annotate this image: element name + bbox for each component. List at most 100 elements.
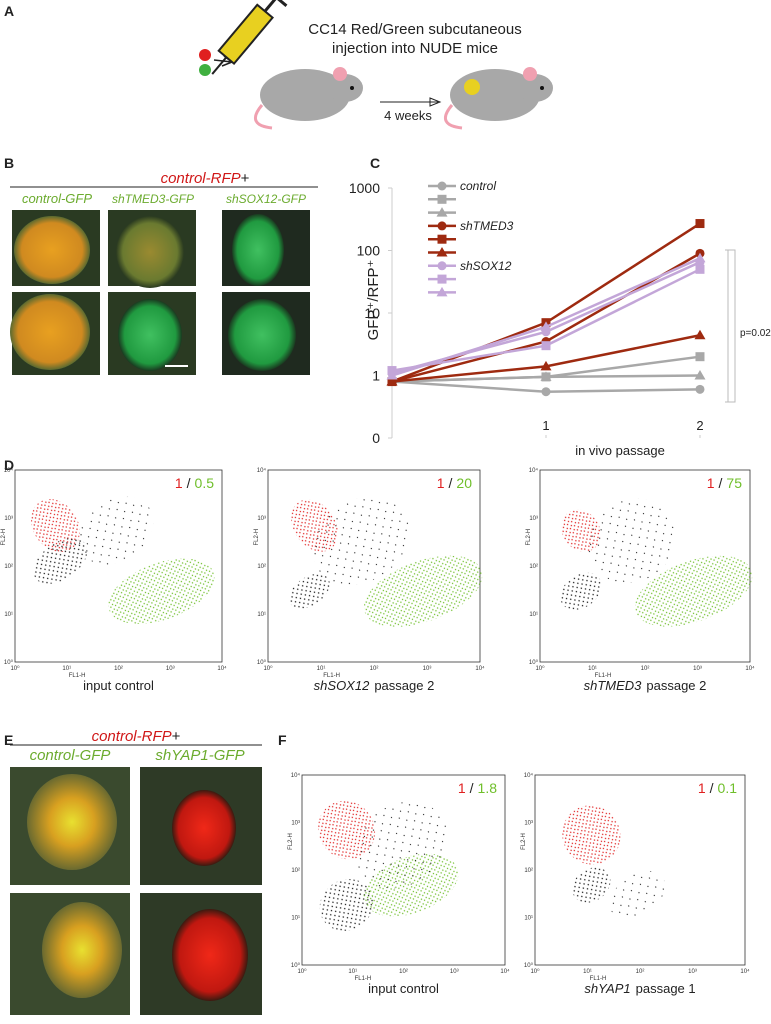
panel-label: A bbox=[4, 3, 14, 19]
shape bbox=[464, 79, 480, 95]
marker bbox=[437, 234, 447, 244]
event-cloud bbox=[289, 573, 330, 609]
x-tick-label: 10³ bbox=[688, 969, 697, 975]
x-tick-label: 10⁰ bbox=[535, 665, 545, 672]
y-tick-label: 10 bbox=[364, 305, 380, 321]
event-cloud bbox=[634, 555, 753, 627]
header: control-RFP+ bbox=[92, 728, 181, 745]
event-cloud bbox=[587, 498, 677, 584]
marker bbox=[540, 360, 552, 371]
x-axis-label: FL1-H bbox=[355, 976, 372, 982]
flow-plots: 10⁰10⁰10¹10¹10²10²10³10³10⁴10⁴FL1-HFL2-H… bbox=[1, 467, 755, 693]
caption: input control bbox=[83, 678, 154, 693]
ratio-red: 1 bbox=[698, 780, 706, 796]
marker bbox=[694, 370, 706, 380]
y-tick-label: 10¹ bbox=[529, 612, 538, 618]
marker bbox=[437, 221, 447, 231]
y-tick-label: 1 bbox=[372, 368, 380, 384]
column-label: control-GFP bbox=[22, 191, 92, 206]
y-tick-label: 10⁴ bbox=[4, 467, 14, 474]
caption: shYAP1 passage 1 bbox=[584, 981, 695, 996]
x-tick-label: 10⁴ bbox=[745, 665, 755, 672]
x-tick-label: 10² bbox=[636, 969, 645, 975]
y-tick-label: 10² bbox=[524, 868, 533, 874]
caption: CC14 Red/Green subcutaneous bbox=[308, 21, 521, 38]
y-tick-label: 10² bbox=[291, 868, 300, 874]
shape bbox=[350, 86, 354, 90]
ratio-sep: / bbox=[719, 475, 723, 491]
marker bbox=[437, 261, 447, 271]
marker bbox=[694, 329, 706, 340]
shape bbox=[260, 69, 350, 121]
y-tick-label: 10³ bbox=[257, 516, 266, 522]
marker bbox=[695, 384, 705, 394]
chart: 0 1 10 100 1000 1 2 in vivo passage GFP⁺/RFP⁺ p=0… bbox=[349, 179, 771, 458]
shape bbox=[172, 790, 236, 866]
marker bbox=[541, 341, 551, 351]
column-label: shTMED3-GFP bbox=[112, 192, 194, 206]
x-tick-label: 10² bbox=[114, 666, 123, 672]
shape bbox=[27, 774, 117, 870]
x-tick-label: 10⁰ bbox=[10, 665, 20, 672]
mouse bbox=[253, 67, 363, 130]
shape bbox=[10, 294, 90, 370]
event-cloud bbox=[319, 879, 374, 931]
x-tick-label: 10² bbox=[399, 969, 408, 975]
marker bbox=[695, 219, 705, 229]
x-axis-label: FL1-H bbox=[590, 976, 607, 982]
x-tick-label: 10² bbox=[370, 666, 379, 672]
event-cloud bbox=[33, 538, 88, 584]
x-axis-label: FL1-H bbox=[69, 673, 86, 679]
y-tick-label: 10² bbox=[4, 564, 13, 570]
marker bbox=[540, 321, 552, 331]
y-tick-label: 10⁰ bbox=[524, 962, 534, 969]
panel-label: D bbox=[4, 457, 14, 473]
header: control-RFP+ bbox=[161, 170, 250, 187]
shape bbox=[333, 67, 347, 81]
syringe bbox=[211, 0, 288, 75]
event-cloud bbox=[609, 870, 666, 920]
event-cloud bbox=[560, 572, 602, 610]
y-tick-label: 10⁴ bbox=[529, 467, 539, 474]
event-cloud bbox=[354, 801, 448, 889]
y-axis-label: FL2-H bbox=[1, 529, 7, 546]
ratio: 1/0.5 bbox=[175, 475, 214, 491]
x-tick-label: 10⁰ bbox=[263, 665, 273, 672]
shape bbox=[211, 56, 228, 75]
y-tick-label: 10² bbox=[529, 564, 538, 570]
shape bbox=[540, 86, 544, 90]
y-tick-label: 0 bbox=[372, 430, 380, 446]
caption-gene: shSOX12 bbox=[314, 678, 370, 693]
shape bbox=[327, 74, 363, 102]
x-axis-label: in vivo passage bbox=[575, 443, 665, 458]
shape bbox=[523, 67, 537, 81]
shape bbox=[443, 104, 463, 130]
ratio-red: 1 bbox=[458, 780, 466, 796]
marker bbox=[695, 352, 705, 362]
plot-frame bbox=[267, 469, 481, 663]
panel-label: E bbox=[4, 732, 13, 748]
caption: shSOX12 passage 2 bbox=[314, 678, 435, 693]
y-tick-label: 100 bbox=[357, 243, 381, 259]
text-part: + bbox=[172, 728, 181, 745]
arrow-label: 4 weeks bbox=[384, 108, 432, 123]
shape bbox=[265, 0, 288, 7]
series-line bbox=[391, 222, 701, 383]
event-cloud bbox=[363, 555, 483, 627]
ratio-sep: / bbox=[187, 475, 191, 491]
y-tick-label: 10³ bbox=[524, 821, 533, 827]
marker bbox=[386, 376, 398, 386]
y-axis-label: FL2-H bbox=[288, 833, 294, 850]
plot-frame bbox=[539, 469, 751, 663]
x-tick-label: 10⁴ bbox=[217, 665, 227, 672]
x-tick-label: 10² bbox=[641, 666, 650, 672]
y-axis-label: FL2-H bbox=[526, 529, 532, 546]
legend-label: shTMED3 bbox=[460, 219, 514, 233]
x-tick-label: 10¹ bbox=[348, 969, 357, 975]
event-cloud bbox=[78, 496, 154, 565]
caption-text: input control bbox=[83, 678, 154, 693]
bracket bbox=[725, 249, 736, 403]
caption-text: input control bbox=[368, 981, 439, 996]
red-cell bbox=[199, 49, 211, 61]
